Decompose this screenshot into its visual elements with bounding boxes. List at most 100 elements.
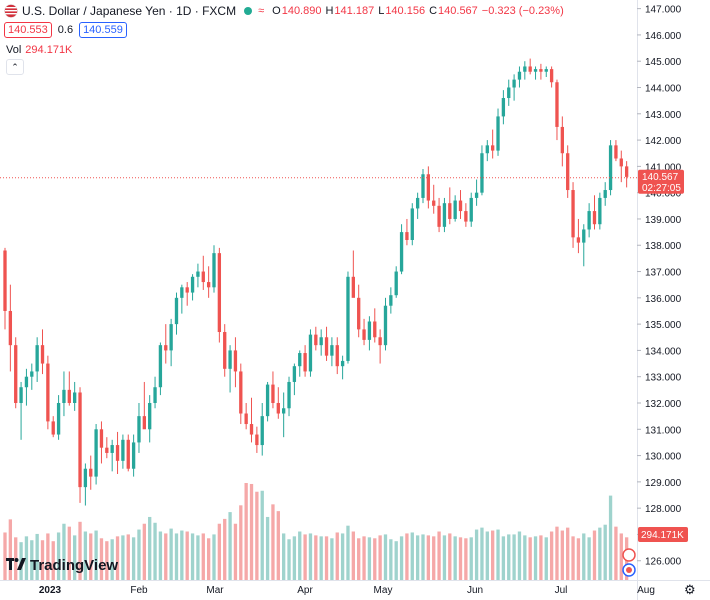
y-tick-label: 145.000 (645, 57, 682, 68)
volume-bar (62, 523, 66, 580)
volume-bar (448, 533, 452, 580)
volume-bar (582, 533, 586, 580)
candle-body (517, 71, 522, 80)
volume-badge (638, 527, 688, 542)
volume-bar (357, 538, 361, 580)
volume-bar (362, 536, 366, 580)
volume-bar (566, 527, 570, 580)
volume-bar (265, 516, 270, 580)
volume-bar (51, 541, 55, 580)
volume-bar (576, 538, 581, 580)
candle-body (271, 384, 275, 403)
volume-bar (217, 523, 222, 580)
candle-body (603, 190, 607, 198)
candle-body (110, 445, 114, 453)
volume-bar (249, 483, 254, 580)
y-tick-label: 132.000 (645, 399, 682, 410)
volume-bar (619, 533, 623, 580)
volume-bar (426, 535, 431, 580)
volume-bar (485, 531, 489, 580)
candle-body (206, 282, 211, 288)
settings-gear-icon[interactable]: ⚙ (684, 582, 696, 597)
volume-bar (223, 518, 227, 580)
volume-bar (474, 529, 479, 580)
candle-body (453, 200, 457, 219)
volume-bar (303, 534, 307, 580)
candle-body (587, 211, 591, 230)
y-tick-label: 131.000 (645, 425, 682, 436)
volume-bar (517, 531, 522, 580)
y-tick-label: 137.000 (645, 268, 682, 279)
candle-body (244, 413, 248, 425)
volume-bar (158, 531, 163, 580)
candle-body (78, 392, 82, 488)
candle-body (62, 389, 66, 403)
volume-bar (603, 524, 607, 580)
y-tick-label: 134.000 (645, 346, 682, 357)
candle-body (394, 271, 398, 296)
candle-body (362, 329, 366, 340)
bid-price[interactable]: 140.553 (4, 22, 52, 38)
collapse-legend-button[interactable]: ⌃ (6, 59, 24, 75)
volume-bar (131, 537, 136, 580)
y-tick-label: 136.000 (645, 294, 682, 305)
volume-bar (121, 535, 125, 580)
volume-bar (330, 538, 334, 580)
candle-body (501, 98, 506, 117)
candle-body (164, 345, 168, 351)
volume-bar (233, 523, 238, 580)
candle-body (137, 416, 141, 443)
candle-body (442, 203, 447, 227)
volume-bar (46, 533, 50, 580)
volume-bar (539, 535, 543, 580)
volume-bar (512, 534, 516, 580)
volume-bar (30, 540, 34, 580)
compare-icon[interactable]: ≈ (258, 5, 265, 17)
event-icon (622, 548, 636, 562)
candle-body (212, 253, 216, 288)
volume-bar (614, 526, 618, 580)
volume-bar (105, 541, 109, 580)
volume-bar (115, 536, 120, 580)
ask-price[interactable]: 140.559 (79, 22, 127, 38)
volume-bar (148, 516, 152, 580)
candle-body (549, 69, 554, 83)
volume-bar (142, 523, 146, 580)
x-tick-label: Feb (130, 585, 148, 596)
volume-bar (544, 537, 548, 580)
y-tick-label: 133.000 (645, 373, 682, 384)
volume-bar (137, 529, 141, 580)
candle-body (614, 145, 618, 159)
volume-bar (458, 537, 463, 580)
candle-body (582, 229, 586, 243)
volume-bar (389, 539, 393, 580)
candle-body (196, 271, 200, 277)
candle-body (185, 287, 189, 293)
volume-bar (528, 537, 532, 580)
candle-body (40, 345, 45, 364)
candle-body (373, 321, 377, 338)
candle-body (576, 237, 581, 243)
candle-body (99, 429, 104, 448)
candle-body (319, 337, 323, 346)
volume-value: 294.171K (25, 44, 73, 56)
volume-bar (491, 530, 495, 580)
candle-body (491, 145, 495, 151)
symbol-title[interactable]: U.S. Dollar / Japanese Yen · 1D · FXCM (22, 4, 237, 18)
volume-bar (587, 537, 591, 580)
volume-bar (292, 536, 297, 580)
candle-body (608, 145, 613, 191)
volume-bar (421, 534, 425, 580)
quote-row: 140.553 0.6 140.559 (4, 22, 127, 38)
volume-label[interactable]: Vol (6, 44, 22, 56)
candle-body (190, 276, 195, 293)
volume-bar (99, 538, 104, 580)
candle-body (432, 200, 436, 206)
volume-bar (592, 530, 597, 580)
candle-body (598, 197, 602, 225)
change-value: −0.323 (−0.23%) (481, 5, 564, 17)
close-label: C (429, 5, 438, 17)
candle-body (383, 305, 388, 346)
tradingview-logo[interactable]: TradingView (6, 557, 118, 574)
